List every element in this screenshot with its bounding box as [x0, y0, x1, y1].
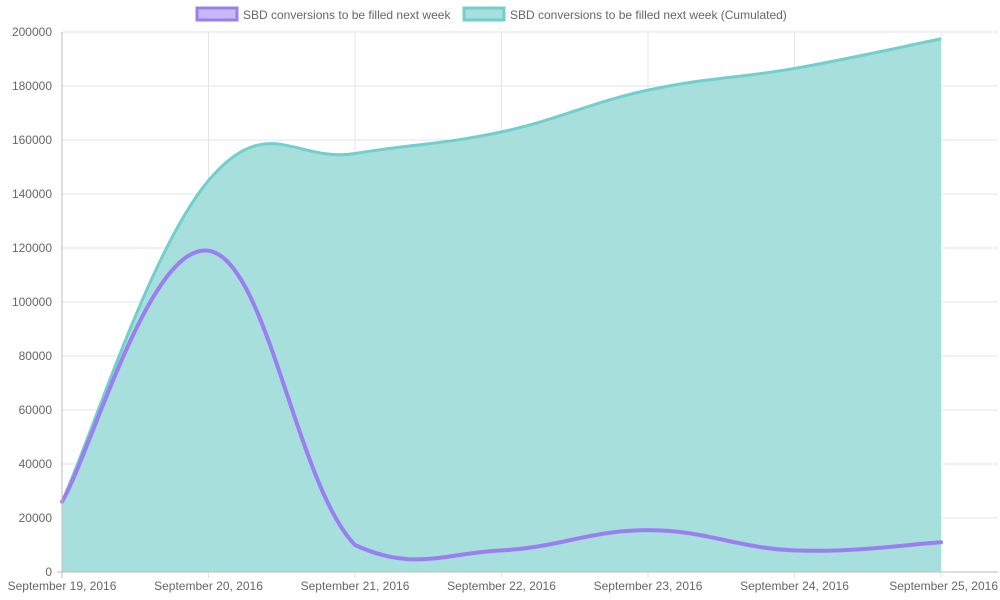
y-tick-label: 40000 — [19, 457, 53, 471]
y-tick-label: 100000 — [12, 295, 52, 309]
legend-item-cumulated[interactable]: SBD conversions to be filled next week (… — [462, 6, 787, 22]
y-tick-label: 200000 — [12, 25, 52, 39]
legend-label-cumulated: SBD conversions to be filled next week (… — [510, 8, 787, 22]
series-line-layer — [60, 37, 943, 562]
y-tick-label: 120000 — [12, 241, 52, 255]
cumulated-area-fill — [62, 38, 941, 572]
cumulated-area-layer — [62, 38, 941, 572]
x-tick-label: September 19, 2016 — [8, 579, 117, 593]
y-tick-label: 140000 — [12, 187, 52, 201]
y-tick-label: 60000 — [19, 403, 53, 417]
y-tick-label: 80000 — [19, 349, 53, 363]
x-tick-label: September 21, 2016 — [301, 579, 410, 593]
legend-item-weekly[interactable]: SBD conversions to be filled next week — [195, 6, 451, 22]
y-tick-label: 20000 — [19, 511, 53, 525]
x-tick-label: September 22, 2016 — [447, 579, 556, 593]
cumulated-series-line[interactable] — [60, 37, 942, 503]
legend: SBD conversions to be filled next week S… — [195, 6, 787, 22]
x-axis-tick-labels: September 19, 2016 September 20, 2016 Sept… — [8, 579, 999, 593]
x-tick-label: September 24, 2016 — [740, 579, 849, 593]
legend-swatch-cumulated — [462, 6, 506, 22]
y-tick-label: 0 — [45, 565, 52, 579]
y-tick-label: 180000 — [12, 79, 52, 93]
x-tick-label: September 20, 2016 — [154, 579, 263, 593]
axes — [57, 32, 998, 578]
legend-swatch-weekly — [195, 6, 239, 22]
y-tick-label: 160000 — [12, 133, 52, 147]
y-axis-tick-labels: 0 20000 40000 60000 80000 100000 120000 140000 1… — [12, 25, 52, 579]
x-tick-label: September 25, 2016 — [889, 579, 998, 593]
legend-label-weekly: SBD conversions to be filled next week — [243, 8, 451, 22]
weekly-series-line[interactable] — [60, 248, 943, 562]
x-tick-label: September 23, 2016 — [594, 579, 703, 593]
